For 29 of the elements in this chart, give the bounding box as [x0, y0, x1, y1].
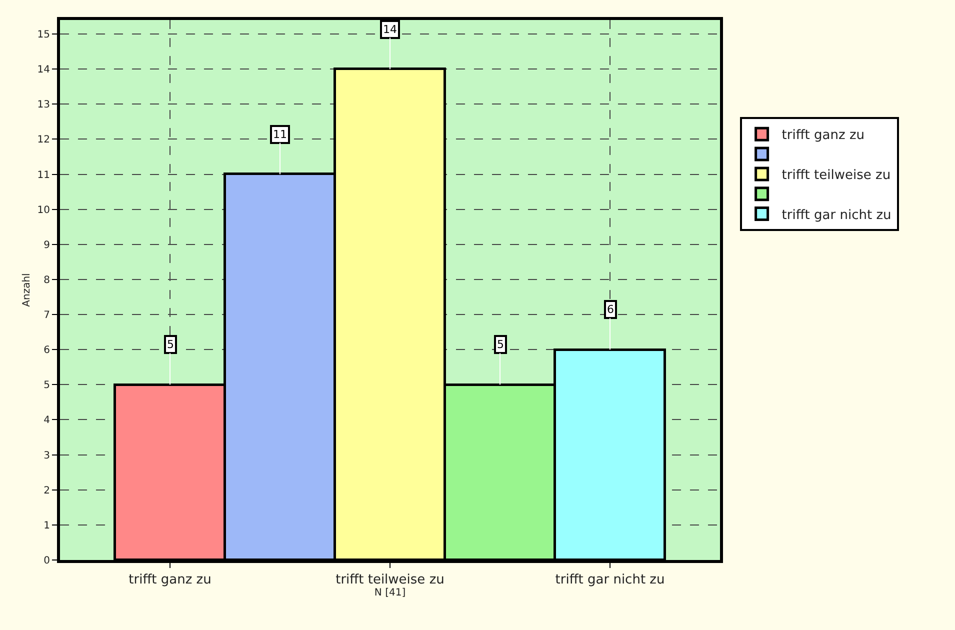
x-tick-label: trifft teilweise zu: [336, 572, 444, 588]
legend-label: trifft teilweise zu: [782, 168, 891, 184]
legend-label: trifft gar nicht zu: [782, 208, 892, 223]
y-tick-label: 9: [44, 240, 50, 251]
y-tick-label: 10: [37, 204, 50, 216]
y-tick-label: 7: [44, 310, 50, 322]
x-tick-label: trifft ganz zu: [128, 572, 212, 588]
y-tick-label: 4: [44, 415, 50, 426]
data-label: 5: [497, 338, 504, 351]
y-tick-label: 6: [44, 345, 50, 356]
x-axis-title: N [41]: [374, 588, 406, 599]
data-label: 14: [383, 23, 397, 36]
y-tick-label: 5: [44, 380, 50, 392]
data-label: 5: [167, 338, 174, 351]
data-label: 6: [607, 303, 614, 316]
y-tick-label: 2: [44, 485, 50, 496]
y-axis-title: Anzahl: [21, 273, 32, 307]
y-tick-label: 12: [37, 134, 50, 146]
y-tick-label: 14: [37, 64, 50, 76]
legend-label: trifft ganz zu: [782, 128, 865, 144]
y-tick-label: 1: [44, 520, 50, 532]
y-tick-label: 8: [44, 274, 50, 286]
y-tick-label: 11: [37, 170, 50, 181]
y-tick-label: 15: [37, 30, 50, 41]
y-tick-label: 0: [44, 556, 50, 566]
y-tick-label: 13: [37, 100, 50, 111]
x-tick-label: trifft gar nicht zu: [555, 572, 665, 588]
y-tick-label: 3: [44, 450, 50, 462]
data-label: 11: [273, 128, 287, 141]
